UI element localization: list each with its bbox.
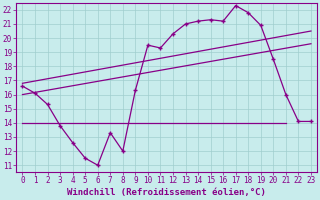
X-axis label: Windchill (Refroidissement éolien,°C): Windchill (Refroidissement éolien,°C)	[67, 188, 266, 197]
